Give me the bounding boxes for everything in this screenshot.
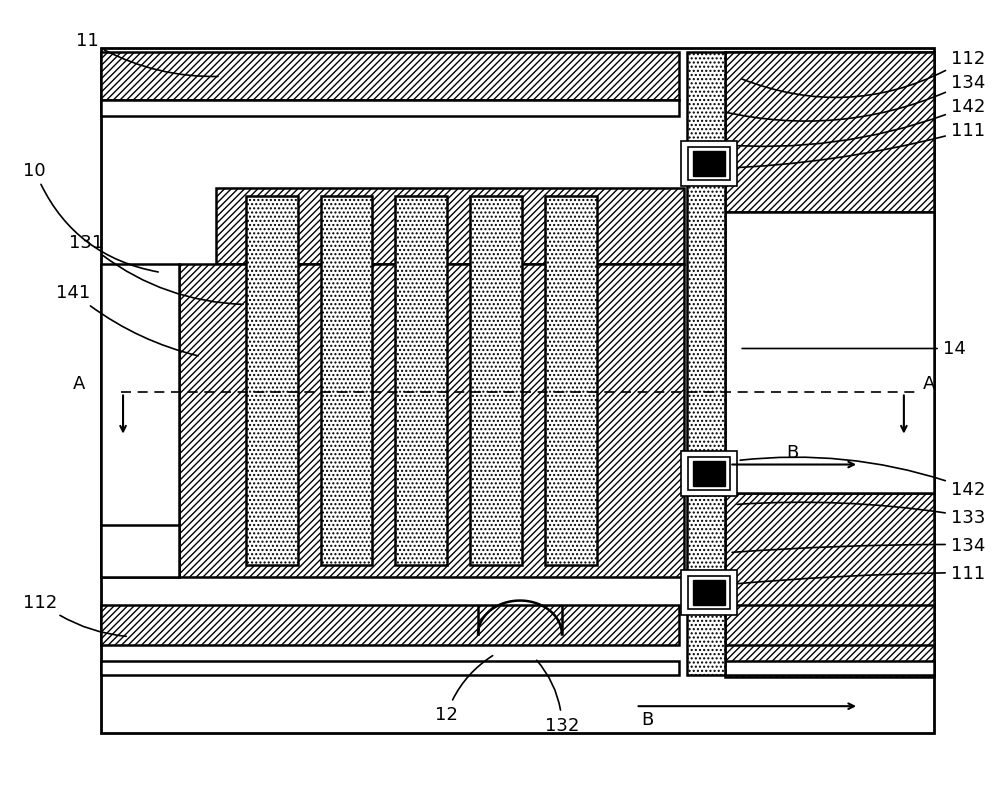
Bar xyxy=(246,197,298,565)
Text: 133: 133 xyxy=(737,503,985,526)
Bar xyxy=(101,54,679,101)
Bar xyxy=(725,493,934,677)
Text: 112: 112 xyxy=(742,50,985,99)
Bar xyxy=(688,148,730,181)
Bar xyxy=(101,605,679,645)
Bar xyxy=(681,452,737,496)
Bar xyxy=(320,197,372,565)
Bar xyxy=(101,50,934,733)
Bar xyxy=(688,576,730,610)
Bar xyxy=(101,525,179,577)
Bar xyxy=(179,265,684,577)
Bar xyxy=(693,461,725,487)
Bar xyxy=(687,54,725,675)
Bar xyxy=(725,661,934,675)
Bar xyxy=(725,213,934,493)
Text: 14: 14 xyxy=(742,340,966,358)
Bar xyxy=(216,189,684,265)
Bar xyxy=(681,570,737,615)
Bar xyxy=(101,265,179,577)
Text: 112: 112 xyxy=(23,593,126,637)
Text: 111: 111 xyxy=(720,122,985,169)
Text: 111: 111 xyxy=(730,564,985,585)
Bar xyxy=(395,197,447,565)
Bar xyxy=(725,54,934,213)
Bar xyxy=(725,101,934,117)
Text: A: A xyxy=(73,375,85,392)
Text: 12: 12 xyxy=(435,656,493,723)
Text: 134: 134 xyxy=(722,74,985,122)
Text: 10: 10 xyxy=(23,162,158,273)
Text: 132: 132 xyxy=(537,660,579,734)
Bar xyxy=(101,265,179,577)
Bar xyxy=(101,661,679,675)
Bar xyxy=(101,101,679,117)
Bar xyxy=(688,457,730,491)
Text: 11: 11 xyxy=(76,32,218,78)
Bar xyxy=(470,197,522,565)
Bar xyxy=(545,197,597,565)
Bar xyxy=(725,605,934,645)
Bar xyxy=(693,580,725,606)
Bar xyxy=(693,152,725,177)
Text: A: A xyxy=(923,375,935,392)
Text: 142: 142 xyxy=(720,98,985,148)
Text: 134: 134 xyxy=(732,536,985,554)
Text: 131: 131 xyxy=(69,233,243,305)
Text: B: B xyxy=(786,444,798,461)
Bar xyxy=(725,54,934,101)
Text: B: B xyxy=(641,710,654,728)
Text: 141: 141 xyxy=(56,284,198,356)
Text: 142: 142 xyxy=(740,458,985,498)
Bar xyxy=(681,142,737,187)
